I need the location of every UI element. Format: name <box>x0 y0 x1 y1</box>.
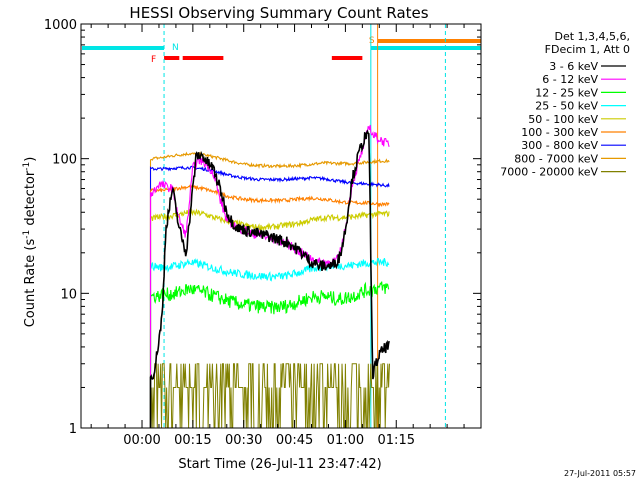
legend-entry-label: 800 - 7000 keV <box>514 152 598 165</box>
x-tick-label: 01:00 <box>327 433 364 448</box>
legend: Det 1,3,4,5,6, FDecim 1, Att 0 3 - 6 keV… <box>500 30 630 179</box>
y-axis-label-main: Count Rate (s <box>23 239 38 328</box>
legend-entry-label: 6 - 12 keV <box>542 73 598 86</box>
legend-header-line-1: Det 1,3,4,5,6, <box>554 30 630 43</box>
x-tick-label: 01:15 <box>378 433 415 448</box>
axes: 1 10 100 1000 00:00 00:15 00:30 00:45 01:00 01:15 <box>44 18 482 448</box>
legend-entry-label: 25 - 50 keV <box>535 100 598 113</box>
y-axis-label: Count Rate (s-1 detector-1) <box>22 157 38 328</box>
series-line <box>149 151 390 428</box>
x-tick-label: 00:15 <box>174 433 211 448</box>
flare-label: F <box>151 55 156 65</box>
legend-entry-label: 12 - 25 keV <box>535 86 598 99</box>
series-line <box>149 129 390 428</box>
y-tick-label: 100 <box>52 153 77 168</box>
x-tick-label: 00:00 <box>123 433 160 448</box>
legend-header-line-2: FDecim 1, Att 0 <box>545 43 630 56</box>
series-line <box>149 208 390 428</box>
y-tick-label: 10 <box>60 287 77 302</box>
series-line <box>149 281 390 428</box>
night-label: N <box>172 43 179 53</box>
series-line <box>149 165 390 428</box>
footer-timestamp: 27-Jul-2011 05:57 <box>564 469 636 478</box>
legend-entry-label: 300 - 800 keV <box>521 139 598 152</box>
legend-entry-label: 100 - 300 keV <box>521 126 598 139</box>
y-tick-label: 1 <box>69 422 77 437</box>
x-axis-label: Start Time (26-Jul-11 23:47:42) <box>178 457 381 472</box>
x-tick-label: 00:30 <box>225 433 262 448</box>
series-line <box>149 257 390 428</box>
plot-frame <box>80 23 482 429</box>
y-axis-label-detector: detector <box>23 170 38 230</box>
y-tick-label: 1000 <box>44 18 77 33</box>
y-axis-label-sup-2: -1 <box>22 162 32 171</box>
saa-label: S <box>369 36 375 46</box>
x-tick-label: 00:45 <box>276 433 313 448</box>
y-axis-label-sup: -1 <box>22 230 32 239</box>
legend-entry-label: 7000 - 20000 keV <box>500 166 598 179</box>
chart-title: HESSI Observing Summary Count Rates <box>129 4 428 22</box>
y-axis-label-close: ) <box>23 157 38 162</box>
legend-entry-label: 3 - 6 keV <box>549 60 598 73</box>
legend-entry-label: 50 - 100 keV <box>528 113 598 126</box>
